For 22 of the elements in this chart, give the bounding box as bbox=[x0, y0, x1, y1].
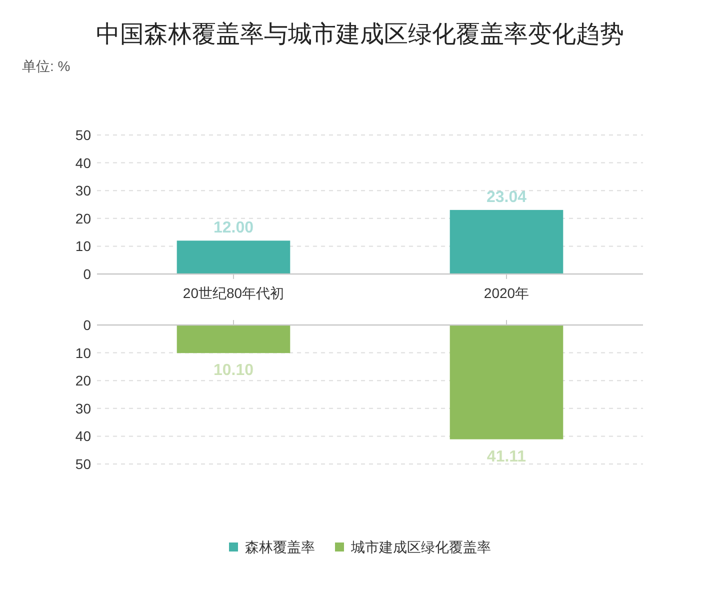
x-tick-label: 20世纪80年代初 bbox=[182, 285, 284, 301]
data-label: 12.00 bbox=[213, 220, 254, 237]
y-tick-label: 50 bbox=[75, 127, 92, 143]
y-tick-label: 20 bbox=[75, 210, 92, 226]
y-tick-label: 30 bbox=[75, 400, 92, 416]
data-label: 10.10 bbox=[213, 362, 254, 380]
y-tick-label: 30 bbox=[75, 182, 92, 199]
y-tick-label: 0 bbox=[83, 266, 92, 282]
y-tick-label: 20 bbox=[75, 372, 92, 389]
chart-subtitle: 单位: % bbox=[22, 58, 70, 74]
y-tick-label: 0 bbox=[83, 317, 92, 333]
legend-label: 城市建成区绿化覆盖率 bbox=[350, 539, 491, 555]
y-tick-label: 40 bbox=[75, 428, 92, 444]
y-tick-label: 50 bbox=[75, 456, 92, 472]
chart-title: 中国森林覆盖率与城市建成区绿化覆盖率变化趋势 bbox=[96, 21, 624, 48]
data-label: 41.11 bbox=[486, 448, 526, 466]
y-tick-label: 10 bbox=[75, 344, 92, 361]
y-tick-label: 40 bbox=[75, 154, 92, 171]
legend-label: 森林覆盖率 bbox=[245, 539, 315, 555]
y-tick-label: 10 bbox=[75, 238, 92, 254]
x-tick-label: 2020年 bbox=[484, 285, 530, 301]
data-label: 23.04 bbox=[486, 188, 527, 206]
